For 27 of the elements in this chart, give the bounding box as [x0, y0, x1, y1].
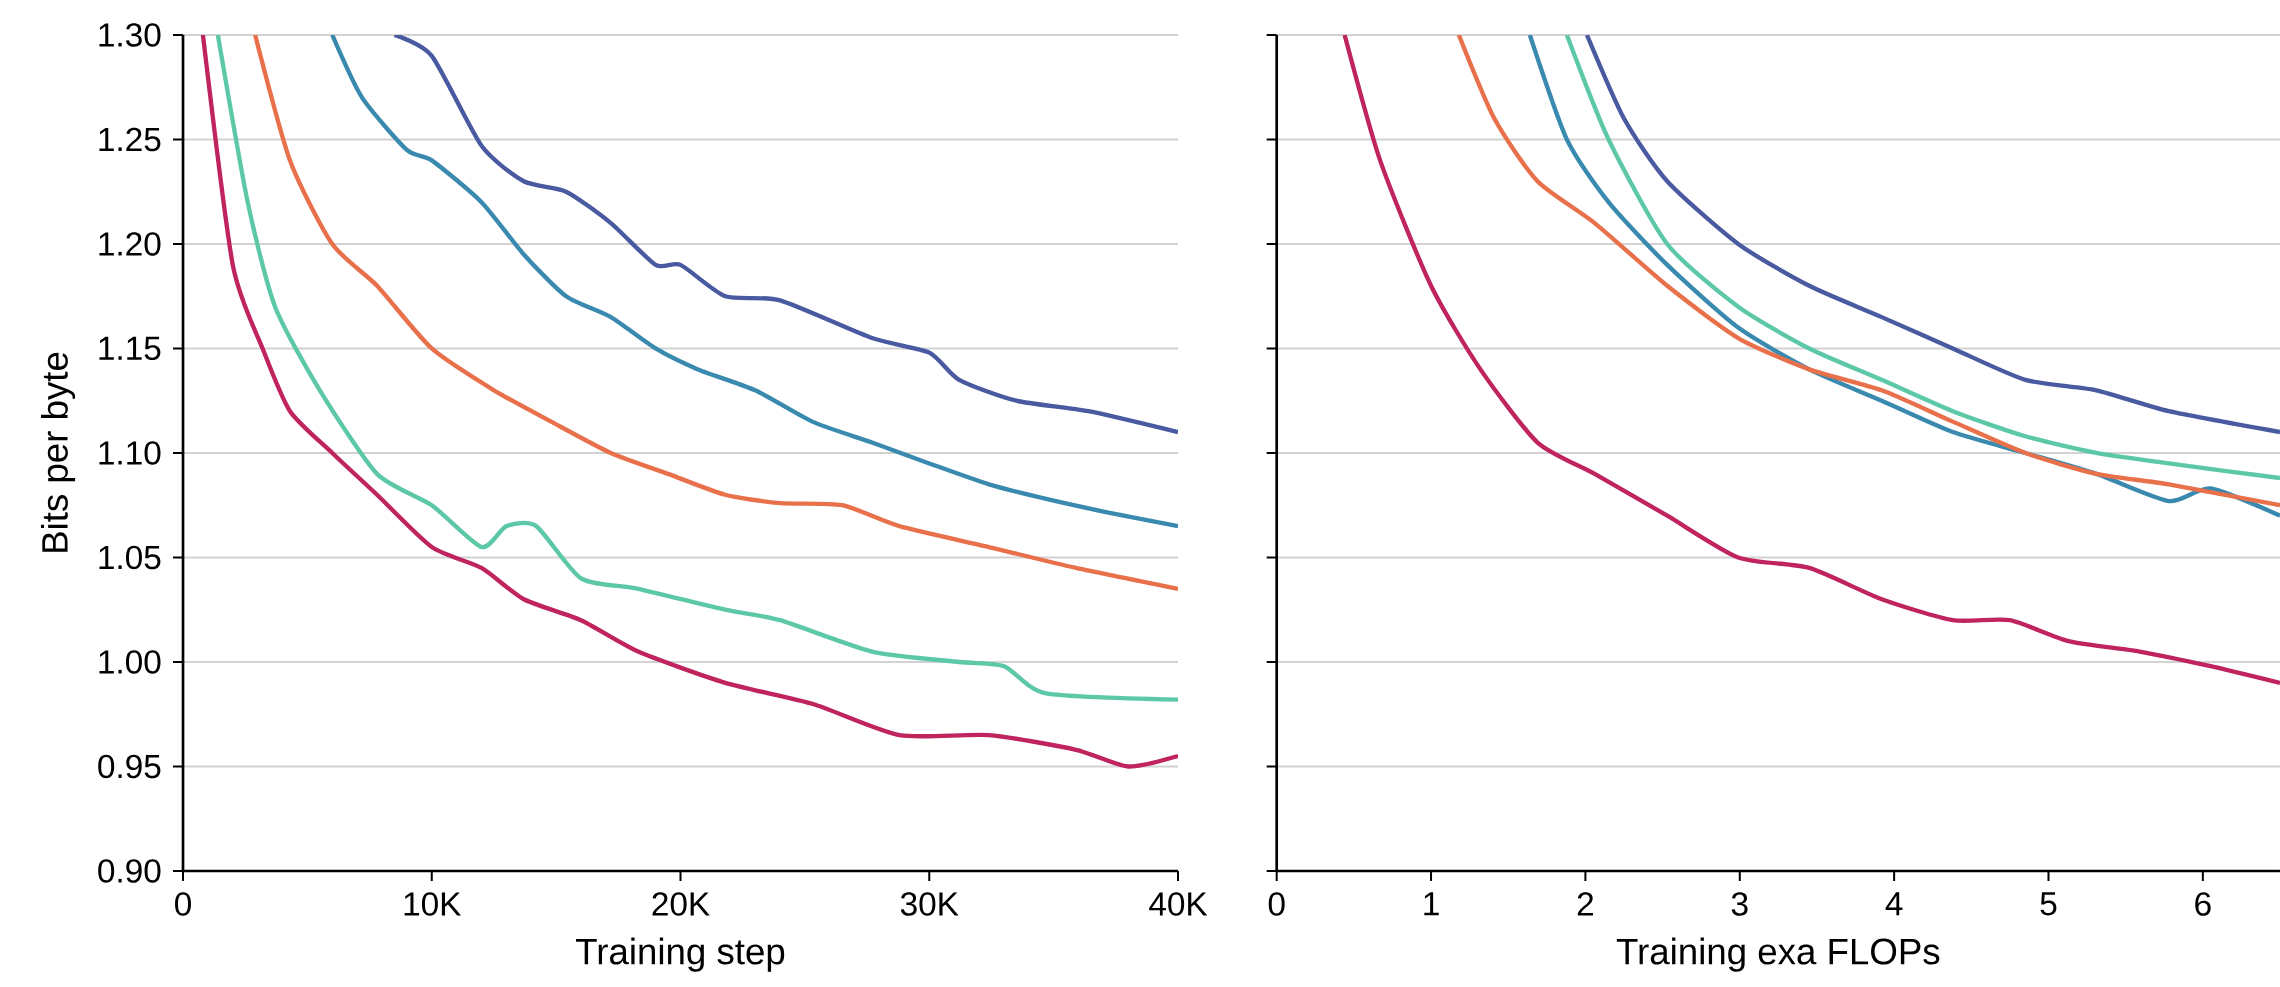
y-tick-label: 1.25 [99, 127, 161, 152]
y-tick-label: 0.90 [98, 859, 161, 883]
y-tick-label: 1.30 [99, 23, 161, 47]
y-tick-label: 0.95 [98, 754, 161, 779]
x-axis-title: Training step [576, 937, 785, 972]
x-axis-title: Training exa FLOPs [1616, 937, 1940, 972]
x-tick-label: 10K [404, 892, 462, 916]
y-tick-label: 1.00 [99, 650, 161, 674]
x-tick-label: 40K [1149, 892, 1208, 916]
y-tick-label: 1.10 [99, 441, 161, 465]
x-tick-label: 1 [1424, 892, 1439, 916]
x-tick-label: 20K [652, 892, 710, 916]
x-tick-label: 0 [1268, 892, 1285, 916]
line-series [392, 34, 1179, 435]
y-axis-title: Bits per byte [40, 352, 76, 552]
y-tick-label: 1.20 [99, 232, 161, 256]
x-tick-label: 0 [175, 892, 191, 916]
x-tick-label: 5 [2040, 892, 2057, 916]
x-tick-label: 4 [1885, 892, 1903, 916]
line-series [252, 34, 1179, 592]
x-tick-label: 2 [1577, 892, 1594, 916]
y-tick-label: 1.15 [99, 336, 161, 361]
x-tick-label: 30K [900, 892, 959, 916]
x-tick-label: 3 [1731, 892, 1748, 916]
x-tick-label: 6 [2195, 892, 2211, 916]
y-tick-label: 1.05 [99, 545, 161, 570]
line-series [330, 34, 1179, 529]
